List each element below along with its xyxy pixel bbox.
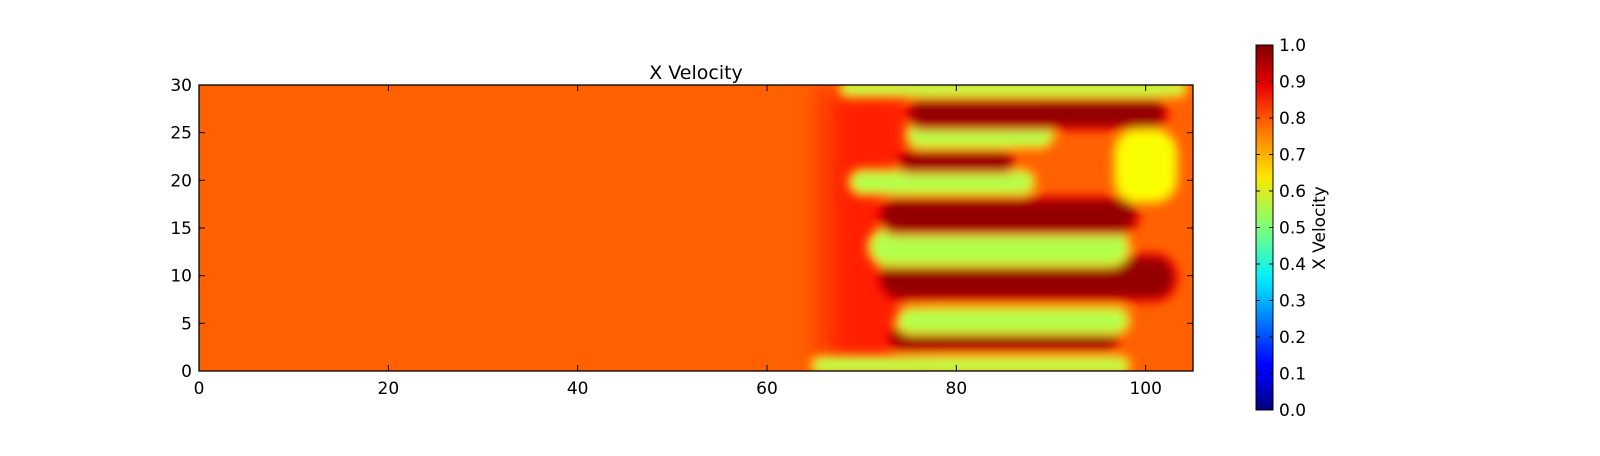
colorbar-tick-label: 0.1: [1279, 365, 1306, 385]
x-tick-label: 60: [756, 379, 778, 399]
y-tick-label: 30: [170, 76, 192, 96]
y-tick-label: 0: [181, 362, 192, 382]
slow-finger-6: [842, 85, 1184, 94]
colorbar-tick-label: 0.0: [1279, 401, 1306, 421]
colorbar-ticks: 0.0 0.1 0.2 0.3 0.4 0.5 0.6 0.7 0.8 0.9 1.0: [1256, 36, 1306, 421]
fast-finger-3: [880, 199, 1137, 232]
colorbar-tick-label: 0.5: [1279, 219, 1306, 239]
colorbar-tick-label: 0.9: [1279, 73, 1306, 93]
colorbar-label: X Velocity: [1310, 186, 1330, 270]
slow-finger-4: [852, 172, 1033, 192]
slow-zone-right: [1117, 132, 1175, 200]
colorbar-tick-label: 1.0: [1279, 36, 1306, 56]
colorbar-tick-label: 0.3: [1279, 292, 1306, 312]
fast-finger-5: [909, 100, 1165, 127]
y-tick-label: 15: [170, 219, 192, 239]
heatmap-features-layer: [810, 85, 1188, 371]
slow-finger-3: [871, 230, 1127, 264]
slow-finger-1: [814, 359, 1127, 371]
y-tick-label: 10: [170, 267, 192, 287]
chart-title: X Velocity: [649, 62, 743, 84]
slow-finger-2: [899, 309, 1127, 331]
x-axis: 0 20 40 60 80 100: [194, 85, 1162, 399]
x-tick-label: 40: [567, 379, 589, 399]
x-tick-label: 80: [946, 379, 968, 399]
x-tick-label: 100: [1129, 379, 1161, 399]
x-tick-label: 20: [378, 379, 400, 399]
fast-finger-4: [899, 152, 1014, 170]
colorbar-tick-label: 0.8: [1279, 109, 1306, 129]
colorbar-tick-label: 0.6: [1279, 182, 1306, 202]
colorbar-tick-label: 0.4: [1279, 255, 1306, 275]
y-tick-label: 25: [170, 124, 192, 144]
y-tick-label: 20: [170, 171, 192, 191]
y-axis: 0 5 10 15 20 25 30: [170, 76, 1193, 382]
heatmap-area: [199, 85, 1193, 371]
y-tick-label: 5: [181, 314, 192, 334]
colorbar-tick-label: 0.7: [1279, 146, 1306, 166]
x-tick-label: 0: [194, 379, 205, 399]
colorbar: 0.0 0.1 0.2 0.3 0.4 0.5 0.6 0.7 0.8 0.9 1.0 X Velo…: [1255, 36, 1330, 421]
colorbar-tick-label: 0.2: [1279, 328, 1306, 348]
